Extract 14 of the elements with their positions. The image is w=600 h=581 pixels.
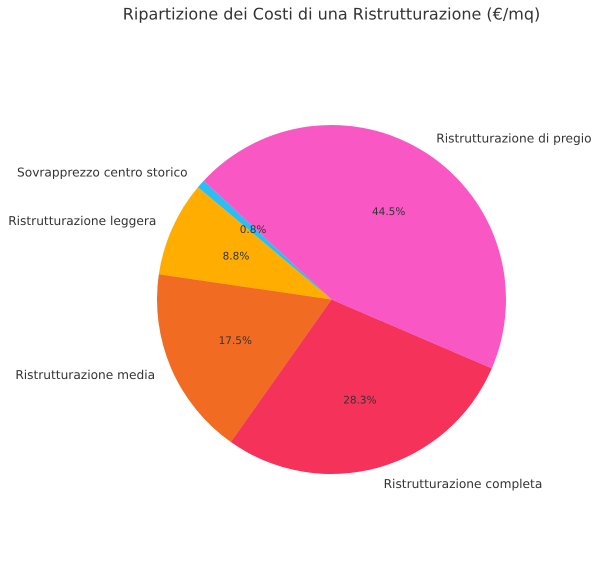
slice-label: Ristrutturazione leggera: [8, 214, 156, 228]
data-label: 8.8%: [222, 250, 250, 263]
slice-label: Ristrutturazione media: [15, 368, 156, 382]
pie-slice: [198, 180, 332, 300]
chart-title: Ripartizione dei Costi di una Ristrutturazione (€/mq): [122, 4, 540, 24]
pie-slice: [157, 274, 332, 442]
pie-slice: [158, 187, 332, 300]
slice-label: Ristrutturazione di pregio: [436, 132, 592, 146]
slice-label: Ristrutturazione completa: [384, 477, 542, 492]
data-label: 28.3%: [343, 394, 377, 406]
data-label: 17.5%: [218, 334, 252, 347]
slice-label: Sovrapprezzo centro storico: [17, 165, 188, 180]
data-label: 44.5%: [372, 206, 406, 218]
data-label: 0.8%: [240, 224, 266, 236]
